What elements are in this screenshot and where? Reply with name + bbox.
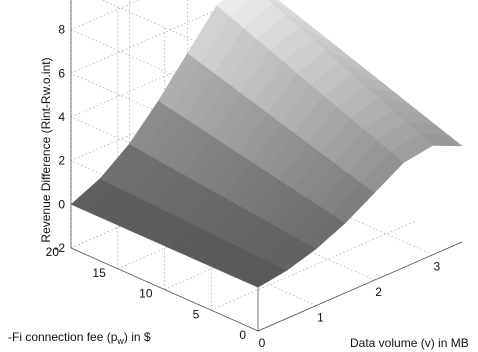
x-axis-label: Data volume (v) in MB: [350, 336, 469, 350]
tick-layer: -20246810051015200123: [46, 23, 441, 350]
z-tick-label: -2: [54, 241, 65, 255]
y-axis-label-suffix: ) in $: [124, 330, 151, 344]
y-tick-label: 5: [193, 307, 200, 321]
z-axis-label: Revenue Difference (Rint-Rw.o.int): [39, 57, 53, 242]
x-tick-label: 2: [375, 285, 382, 299]
z-tick-label: 4: [58, 110, 65, 124]
box-edge: [257, 241, 463, 332]
surface-layer: [70, 0, 463, 288]
y-tick-label: 10: [139, 287, 153, 301]
y-tick-label: 0: [239, 328, 246, 342]
y-axis-label-subscript: w: [116, 336, 124, 346]
y-tick-label: 20: [46, 245, 60, 259]
y-axis-label: -Fi connection fee (pw) in $: [8, 330, 151, 346]
grid-line-y: [211, 220, 416, 311]
grid-line-z: [70, 0, 240, 74]
surface-patch: [418, 133, 463, 147]
box-edge: [70, 247, 259, 332]
y-tick-label: 15: [92, 266, 106, 280]
z-tick-label: 2: [58, 154, 65, 168]
z-tick-label: 8: [58, 23, 65, 37]
grid-line-z: [70, 0, 140, 30]
z-tick-label: 0: [58, 197, 65, 211]
x-tick-label: 1: [317, 311, 324, 325]
y-axis-label-main: -Fi connection fee (p: [8, 330, 118, 344]
z-tick-label: 6: [58, 66, 65, 80]
x-tick-label: 0: [259, 336, 266, 350]
surface-patch: [216, 0, 250, 17]
x-tick-label: 3: [434, 260, 441, 274]
